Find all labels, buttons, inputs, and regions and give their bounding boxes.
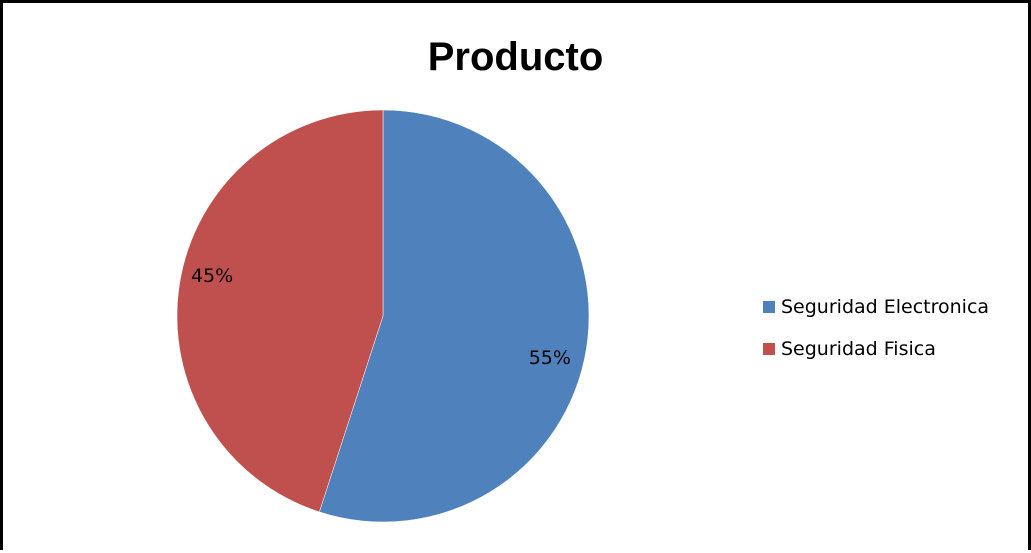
- legend-label-seguridad-fisica: Seguridad Fisica: [781, 338, 936, 360]
- pie-slice-seguridad-electronica: [319, 109, 590, 523]
- legend-label-seguridad-electronica: Seguridad Electronica: [781, 296, 990, 318]
- legend-item-seguridad-electronica: Seguridad Electronica: [763, 291, 989, 323]
- chart-title: Producto: [427, 35, 604, 79]
- legend-swatch-seguridad-electronica: [763, 301, 775, 313]
- pie-slice-seguridad-fisica: [176, 109, 384, 513]
- chart-legend: Seguridad Electronica Seguridad Fisica: [763, 291, 989, 375]
- legend-swatch-seguridad-fisica: [763, 343, 775, 355]
- pie-chart: 55% 45%: [176, 109, 590, 523]
- data-label-seguridad-electronica: 55%: [529, 347, 571, 369]
- legend-item-seguridad-fisica: Seguridad Fisica: [763, 333, 989, 365]
- data-label-seguridad-fisica: 45%: [191, 265, 233, 287]
